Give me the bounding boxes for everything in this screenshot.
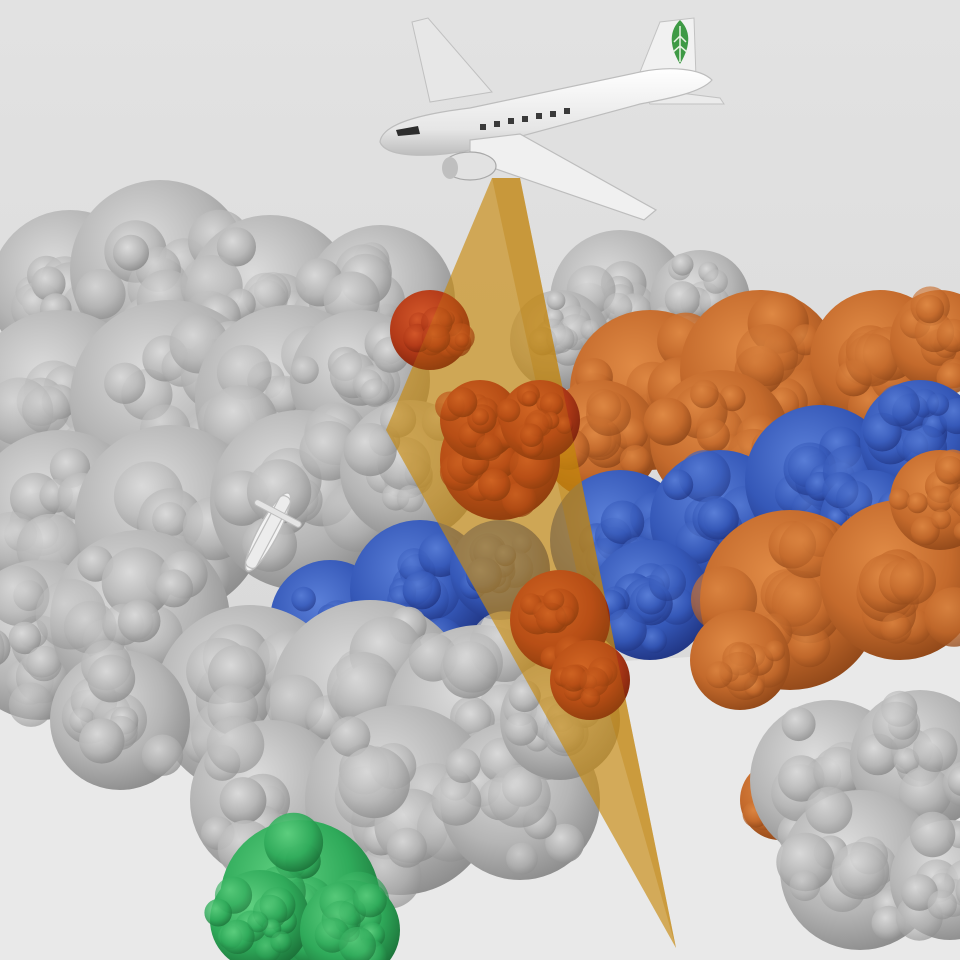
red-tree [550, 640, 630, 720]
gray-tree [50, 640, 190, 790]
gray-tree-canopy-right [750, 690, 960, 950]
drone-icon [244, 492, 302, 572]
red-tree [390, 290, 475, 370]
orange-tree [690, 610, 790, 710]
orange-tree [820, 500, 960, 660]
orange-tree [890, 286, 960, 394]
red-tree [496, 380, 580, 460]
gray-tree [850, 690, 960, 830]
green-tree [300, 880, 400, 960]
blue-tree [590, 540, 710, 660]
leaf-icon [671, 20, 689, 64]
sensor-beam-overlay [386, 178, 676, 948]
red-tree-canopy-in-beam [390, 290, 630, 720]
gray-tree [890, 811, 960, 941]
airplane-icon [379, 17, 725, 221]
sensor-beam [386, 178, 676, 948]
green-tree-canopy [204, 812, 400, 960]
blue-tree [860, 380, 960, 500]
green-tree [204, 870, 310, 960]
gray-tree [305, 705, 495, 909]
red-tree [510, 570, 610, 670]
orange-tree [888, 449, 960, 550]
